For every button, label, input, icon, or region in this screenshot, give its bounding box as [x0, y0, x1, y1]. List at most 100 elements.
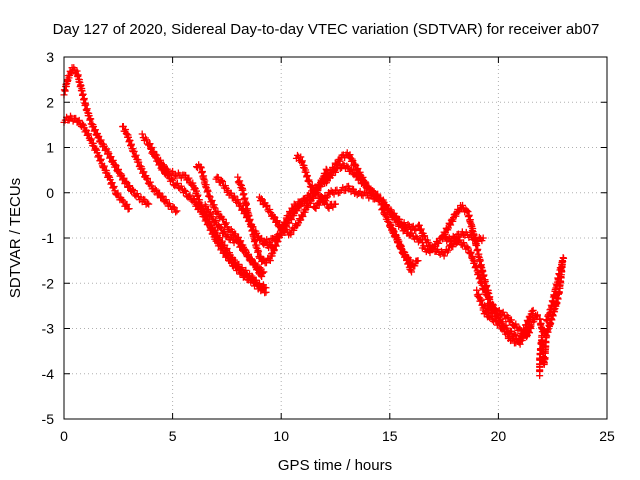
data-point — [346, 151, 354, 159]
data-point — [365, 185, 373, 193]
y-tick-label: -3 — [42, 321, 55, 337]
series-track-8 — [197, 206, 270, 297]
series-track-20 — [440, 228, 487, 246]
data-point — [231, 260, 239, 268]
data-point — [398, 245, 406, 253]
data-point — [112, 162, 120, 170]
data-point — [259, 284, 267, 292]
y-axis-tick-labels: -5 -4 -3 -2 -1 0 1 2 3 — [42, 49, 55, 427]
data-point — [533, 311, 541, 319]
data-point — [182, 187, 190, 195]
data-point — [218, 244, 226, 252]
data-point — [318, 198, 326, 206]
data-point — [330, 190, 338, 198]
data-point — [490, 305, 498, 313]
data-point — [119, 196, 127, 204]
data-point — [464, 244, 472, 252]
data-point — [103, 145, 111, 153]
data-point — [248, 276, 256, 284]
data-point — [114, 165, 122, 173]
data-point — [295, 215, 303, 223]
data-point — [238, 241, 246, 249]
data-point — [247, 255, 255, 263]
y-tick-label: -1 — [42, 230, 55, 246]
data-point — [172, 208, 180, 216]
data-point — [523, 333, 531, 341]
data-point — [91, 126, 99, 134]
series-track-10 — [234, 173, 311, 267]
data-point — [151, 185, 159, 193]
data-point — [417, 225, 425, 233]
data-point — [207, 225, 215, 233]
data-point — [237, 242, 245, 250]
data-point — [287, 216, 295, 224]
x-tick-label: 15 — [382, 428, 398, 444]
data-point — [479, 234, 487, 242]
series-track-19 — [418, 201, 494, 301]
data-point — [328, 171, 336, 179]
series-track-23 — [484, 300, 535, 341]
plot-frame — [63, 56, 608, 420]
data-point — [447, 221, 455, 229]
data-point — [204, 220, 212, 228]
data-point — [129, 185, 137, 193]
data-point — [348, 165, 356, 173]
data-point — [293, 151, 301, 159]
data-point — [463, 207, 471, 215]
data-point — [404, 220, 412, 228]
data-point — [162, 196, 170, 204]
data-point — [527, 325, 535, 332]
data-point — [499, 318, 507, 326]
data-point — [355, 174, 363, 182]
y-tick-label: 1 — [46, 140, 54, 156]
data-point — [189, 195, 197, 203]
data-point — [159, 192, 167, 200]
data-point — [97, 136, 105, 144]
data-point — [266, 205, 274, 213]
x-tick-label: 5 — [169, 428, 177, 444]
data-point — [143, 199, 151, 207]
data-point — [104, 148, 112, 156]
data-point — [271, 237, 279, 245]
data-point — [270, 213, 278, 221]
x-tick-label: 10 — [273, 428, 289, 444]
data-point — [477, 295, 485, 303]
data-point — [126, 182, 134, 190]
data-point — [209, 229, 217, 237]
data-point — [117, 170, 125, 178]
data-point — [97, 155, 105, 163]
data-point — [173, 207, 181, 215]
series-track-24 — [536, 332, 550, 380]
data-point — [125, 182, 133, 190]
data-point — [529, 306, 537, 314]
grid-layer — [64, 57, 607, 419]
data-point — [397, 242, 405, 250]
data-point — [211, 204, 219, 212]
data-point — [258, 234, 266, 242]
data-point — [368, 191, 376, 199]
series-track-22 — [479, 306, 537, 347]
data-point — [150, 147, 158, 155]
data-point — [206, 193, 214, 201]
data-point — [390, 212, 398, 220]
data-point — [332, 200, 339, 208]
y-tick-label: -2 — [42, 275, 55, 291]
data-point — [173, 179, 181, 187]
data-point — [140, 168, 148, 176]
data-point — [322, 194, 330, 202]
data-point — [512, 320, 520, 328]
data-point — [130, 147, 138, 155]
data-point — [84, 131, 92, 139]
y-tick-label: 0 — [46, 185, 54, 201]
data-point — [525, 318, 533, 326]
data-point — [169, 167, 177, 175]
data-point — [354, 165, 362, 173]
data-point — [224, 252, 232, 260]
data-point — [217, 176, 225, 184]
data-point — [313, 188, 321, 196]
data-point — [248, 256, 256, 264]
data-point — [252, 279, 260, 287]
data-point — [455, 208, 463, 216]
data-point — [435, 239, 443, 247]
data-point — [420, 242, 428, 250]
